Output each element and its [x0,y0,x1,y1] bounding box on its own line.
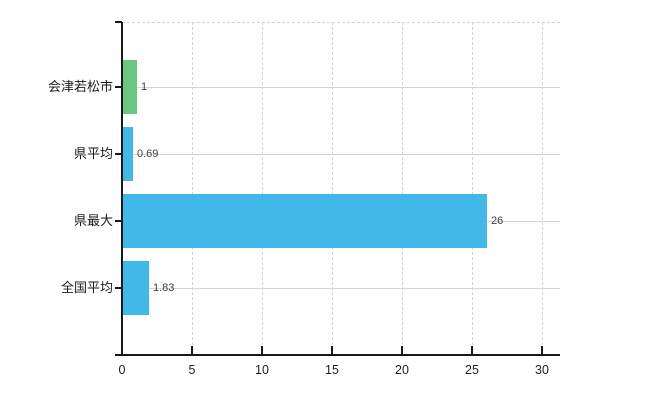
x-tick [471,346,473,355]
gridline-vertical [262,22,263,355]
gridline-vertical [542,22,543,355]
x-tick [121,346,123,355]
bar-value-label: 0.69 [137,148,159,160]
x-tick [191,346,193,355]
x-tick [541,346,543,355]
y-axis-line [121,22,123,356]
gridline-horizontal [122,87,560,88]
x-tick [401,346,403,355]
x-tick-label: 25 [465,363,479,377]
x-tick-label: 20 [395,363,409,377]
gridline-vertical [332,22,333,355]
category-label: 県最大 [73,213,113,228]
bar[interactable] [123,60,137,114]
x-tick [261,346,263,355]
gridline-vertical [472,22,473,355]
x-tick-label: 10 [255,363,269,377]
x-tick-label: 30 [535,363,549,377]
gridline-horizontal [122,154,560,155]
y-tick [115,354,122,356]
gridline-horizontal [122,288,560,289]
bar-value-label: 1.83 [153,282,175,294]
y-tick [115,287,122,289]
bar[interactable] [123,194,487,248]
category-label: 県平均 [73,146,113,161]
x-tick-label: 0 [118,363,126,377]
bar[interactable] [123,261,149,315]
y-tick [115,86,122,88]
bar-value-label: 1 [141,81,148,93]
plot-top-border [122,22,560,23]
gridline-vertical [192,22,193,355]
x-tick [331,346,333,355]
category-label: 全国平均 [60,280,113,295]
x-tick-label: 5 [188,363,196,377]
x-tick-label: 15 [325,363,339,377]
y-tick [115,153,122,155]
y-tick [115,220,122,222]
y-tick [115,21,122,23]
bar-value-label: 26 [491,215,504,227]
gridline-vertical [402,22,403,355]
bar[interactable] [123,127,133,181]
category-label: 会津若松市 [47,79,113,94]
x-axis-line [121,354,560,356]
